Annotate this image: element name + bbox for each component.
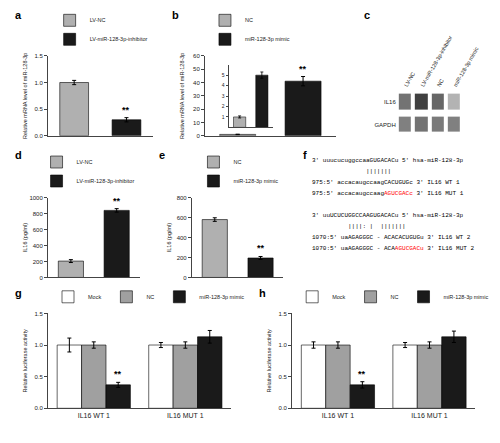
svg-text:miR-128-3p mimic: miR-128-3p mimic bbox=[199, 294, 244, 300]
svg-text:NC: NC bbox=[233, 159, 241, 165]
svg-text:LV-NC: LV-NC bbox=[77, 159, 93, 165]
svg-text:IL16 WT 1: IL16 WT 1 bbox=[78, 412, 110, 419]
svg-text:f: f bbox=[303, 149, 307, 161]
svg-text:0.0: 0.0 bbox=[279, 405, 288, 411]
svg-text:c: c bbox=[364, 9, 370, 21]
svg-text:2: 2 bbox=[222, 103, 225, 109]
svg-text:3' uuucucuggccaaGUGACACu 5' hs: 3' uuucucuggccaaGUGACACu 5' hsa-miR-128-… bbox=[312, 157, 464, 164]
svg-text:0: 0 bbox=[196, 133, 200, 139]
svg-text:LV-miR-128-3p-inhibitor: LV-miR-128-3p-inhibitor bbox=[419, 35, 453, 88]
svg-text:IL16: IL16 bbox=[384, 99, 396, 105]
svg-text:g: g bbox=[15, 287, 22, 299]
svg-text:NC: NC bbox=[245, 17, 253, 23]
svg-text:1.5: 1.5 bbox=[34, 53, 43, 59]
svg-text:1000: 1000 bbox=[29, 195, 43, 201]
svg-text:0.5: 0.5 bbox=[279, 374, 288, 380]
svg-text:**: ** bbox=[299, 64, 307, 74]
svg-text:Relative mRNA level of miR-128: Relative mRNA level of miR-128-3p bbox=[179, 53, 185, 140]
svg-text:400: 400 bbox=[33, 243, 44, 249]
svg-text:0: 0 bbox=[39, 275, 43, 281]
svg-text:d: d bbox=[15, 149, 22, 161]
svg-text:|||||||: ||||||| bbox=[312, 168, 391, 175]
svg-text:miR-128-3p mimic: miR-128-3p mimic bbox=[245, 36, 290, 42]
svg-text:20: 20 bbox=[193, 106, 200, 112]
svg-text:IL16 WT 1: IL16 WT 1 bbox=[322, 412, 354, 419]
svg-text:NC: NC bbox=[146, 294, 154, 300]
svg-text:Relative luciferase activity: Relative luciferase activity bbox=[22, 329, 28, 393]
svg-text:Relative luciferase activity: Relative luciferase activity bbox=[266, 329, 272, 393]
svg-text:3' uuUCUCUGGCCAAGUGACACu 5' hs: 3' uuUCUCUGGCCAAGUGACACu 5' hsa-miR-128-… bbox=[312, 212, 464, 219]
svg-text:60: 60 bbox=[193, 53, 200, 59]
svg-text:LV-miR-128-3p-inhibitor: LV-miR-128-3p-inhibitor bbox=[77, 178, 135, 184]
svg-text:LV-miR-128-3p-inhibitor: LV-miR-128-3p-inhibitor bbox=[90, 36, 148, 42]
svg-text:**: ** bbox=[114, 369, 122, 379]
svg-text:600: 600 bbox=[33, 227, 44, 233]
svg-text:GAPDH: GAPDH bbox=[374, 122, 395, 128]
svg-text:miR-128-3p mimic: miR-128-3p mimic bbox=[233, 178, 278, 184]
svg-text:975:5' accacaugccaagCACUGUGc 3: 975:5' accacaugccaagCACUGUGc 3' IL16 WT … bbox=[312, 179, 460, 186]
svg-text:IL16 (pg/ml): IL16 (pg/ml) bbox=[22, 223, 28, 253]
svg-text:400: 400 bbox=[177, 235, 188, 241]
svg-text:IL16 MUT 1: IL16 MUT 1 bbox=[411, 412, 448, 419]
svg-text:200: 200 bbox=[33, 259, 44, 265]
svg-text:e: e bbox=[159, 149, 165, 161]
svg-text:4: 4 bbox=[222, 82, 225, 88]
svg-text:1.5: 1.5 bbox=[279, 310, 288, 316]
svg-text:||||: | |||||||: ||||: | ||||||| bbox=[312, 223, 406, 230]
svg-text:1: 1 bbox=[222, 114, 225, 120]
svg-text:3: 3 bbox=[222, 93, 225, 99]
svg-text:0: 0 bbox=[183, 275, 187, 281]
svg-text:40: 40 bbox=[193, 80, 200, 86]
svg-text:LV-NC: LV-NC bbox=[403, 71, 416, 88]
svg-text:1070:5' uaAGAGGGC - ACAAGUCGAC: 1070:5' uaAGAGGGC - ACAAGUCGACu 3' IL16 … bbox=[312, 245, 474, 252]
svg-text:1.0: 1.0 bbox=[279, 342, 288, 348]
svg-text:0.0: 0.0 bbox=[34, 405, 43, 411]
svg-text:NC: NC bbox=[391, 294, 399, 300]
svg-text:**: ** bbox=[122, 105, 130, 115]
svg-text:LV-NC: LV-NC bbox=[90, 17, 106, 23]
svg-text:30: 30 bbox=[193, 93, 200, 99]
svg-text:200: 200 bbox=[177, 255, 188, 261]
svg-text:Mock: Mock bbox=[88, 294, 101, 300]
svg-text:a: a bbox=[15, 9, 22, 21]
svg-text:**: ** bbox=[358, 369, 366, 379]
svg-text:miR-128-3p mimic: miR-128-3p mimic bbox=[444, 294, 489, 300]
svg-text:Relative mRNA level of miR-128: Relative mRNA level of miR-128-3p bbox=[22, 53, 28, 140]
svg-text:h: h bbox=[259, 287, 266, 299]
svg-text:**: ** bbox=[257, 243, 265, 253]
svg-text:Mock: Mock bbox=[332, 294, 345, 300]
svg-text:1070:5' uaAGAGGGC - ACACACUGUG: 1070:5' uaAGAGGGC - ACACACUGUGu 3' IL16 … bbox=[312, 234, 471, 241]
svg-text:miR-128-3p mimic: miR-128-3p mimic bbox=[452, 46, 480, 88]
svg-text:600: 600 bbox=[177, 215, 188, 221]
svg-text:800: 800 bbox=[177, 195, 188, 201]
svg-text:975:5' accacaugccaagAGUCGACc 3: 975:5' accacaugccaagAGUCGACc 3' IL16 MUT… bbox=[312, 190, 464, 197]
svg-text:**: ** bbox=[113, 196, 121, 206]
svg-text:10: 10 bbox=[193, 120, 200, 126]
svg-text:1.5: 1.5 bbox=[34, 310, 43, 316]
svg-text:1.0: 1.0 bbox=[34, 342, 43, 348]
svg-text:IL16 (pg/ml): IL16 (pg/ml) bbox=[166, 223, 172, 253]
svg-text:0.0: 0.0 bbox=[34, 133, 43, 139]
svg-text:IL16 MUT 1: IL16 MUT 1 bbox=[167, 412, 204, 419]
svg-text:5: 5 bbox=[222, 72, 225, 78]
svg-text:0.5: 0.5 bbox=[34, 374, 43, 380]
svg-text:b: b bbox=[172, 9, 179, 21]
svg-text:0.5: 0.5 bbox=[34, 106, 43, 112]
svg-text:50: 50 bbox=[193, 66, 200, 72]
svg-text:1.0: 1.0 bbox=[34, 80, 43, 86]
svg-text:NC: NC bbox=[436, 78, 445, 88]
svg-text:800: 800 bbox=[33, 211, 44, 217]
